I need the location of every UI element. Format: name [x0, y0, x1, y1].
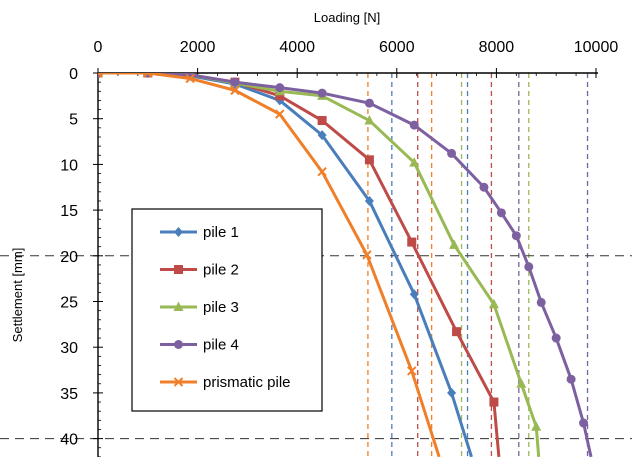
data-point [362, 250, 372, 260]
data-point [536, 297, 546, 307]
data-point [364, 195, 374, 206]
data-point [173, 301, 184, 311]
y-tick-label: 20 [60, 249, 78, 266]
y-tick-label: 40 [60, 432, 78, 449]
y-tick-label: 10 [60, 157, 78, 174]
x-tick-label: 6000 [379, 39, 415, 56]
data-point [566, 374, 576, 384]
data-point [511, 231, 521, 241]
data-point [409, 289, 419, 300]
data-point-stroke [362, 250, 372, 260]
data-point [98, 73, 103, 78]
data-point [275, 109, 285, 119]
data-point-stroke [173, 377, 184, 387]
data-point [275, 83, 285, 93]
data-point [489, 397, 499, 407]
data-point [551, 333, 561, 343]
x-axis-title: Loading [N] [314, 10, 381, 25]
data-point-stroke [143, 73, 150, 78]
data-point [449, 239, 460, 249]
legend-entry: pile 1 [160, 224, 239, 241]
data-point-stroke [317, 167, 327, 177]
series-line [98, 73, 593, 457]
x-tick-label: 2000 [180, 39, 216, 56]
x-tick-label: 8000 [479, 39, 515, 56]
data-point [496, 208, 506, 218]
data-point [317, 130, 327, 141]
legend-label: pile 4 [203, 337, 239, 354]
legend-entry: pile 4 [160, 337, 239, 354]
data-point [409, 120, 419, 130]
data-point [174, 265, 183, 274]
data-point [185, 73, 195, 84]
legend-label: pile 3 [203, 299, 239, 316]
data-point [447, 148, 457, 158]
data-point-stroke [185, 73, 195, 84]
data-point-stroke [146, 73, 153, 78]
data-point [516, 378, 527, 388]
legend-label: prismatic pile [203, 374, 291, 391]
y-tick-label: 0 [69, 66, 78, 83]
legend-label: pile 2 [203, 262, 239, 279]
data-point [173, 377, 184, 387]
data-point [174, 227, 183, 237]
data-point [230, 85, 240, 96]
data-point [230, 77, 240, 87]
y-axis-title: Settlement [mm] [10, 248, 25, 343]
data-point-stroke [98, 73, 103, 78]
data-point [317, 167, 327, 177]
data-point-stroke [275, 109, 285, 119]
series-prismatic-pile [98, 73, 441, 457]
y-tick-label: 35 [60, 386, 78, 403]
legend-entry: pile 3 [160, 299, 239, 316]
data-point [407, 366, 417, 376]
data-point [524, 262, 534, 272]
data-point [317, 88, 327, 98]
data-point [364, 98, 374, 108]
data-point [143, 73, 153, 78]
data-point [407, 237, 417, 247]
data-point [174, 340, 183, 349]
data-point-stroke [230, 85, 240, 96]
y-tick-label: 5 [69, 112, 78, 129]
data-point [479, 182, 489, 192]
legend-label: pile 1 [203, 224, 239, 241]
legend-entry: prismatic pile [160, 374, 291, 391]
data-point-stroke [407, 366, 417, 376]
y-tick-label: 15 [60, 203, 78, 220]
legend-box [131, 208, 323, 412]
data-point [579, 418, 589, 428]
data-point [488, 298, 499, 309]
data-point [452, 327, 462, 337]
legend-entry: pile 2 [160, 262, 239, 279]
data-point [409, 157, 420, 167]
data-point [364, 155, 374, 165]
legend: pile 1 pile 2 pile 3 pile 4 prismatic pile [131, 208, 323, 412]
x-tick-label: 10000 [574, 39, 619, 56]
data-point [275, 91, 285, 101]
data-point [364, 115, 375, 125]
x-tick-label: 4000 [279, 39, 315, 56]
data-point [317, 116, 327, 126]
data-point [447, 387, 457, 398]
data-point [531, 421, 542, 431]
y-tick-label: 25 [60, 295, 78, 312]
y-tick-label: 30 [60, 340, 78, 357]
x-tick-label: 0 [94, 39, 103, 56]
